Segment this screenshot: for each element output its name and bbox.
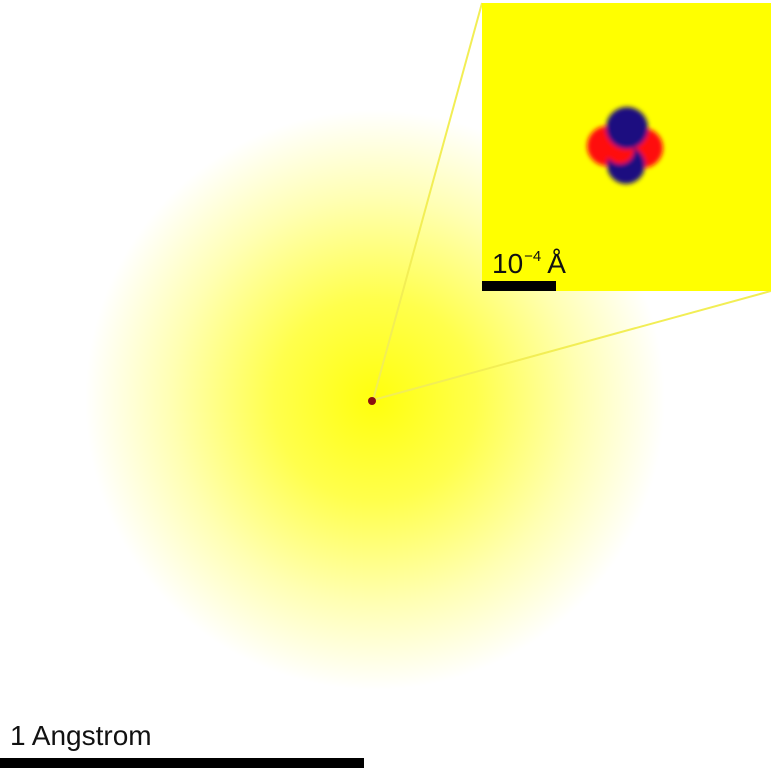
zoom-line-top [372,2,483,401]
neutron [606,107,648,149]
zoom-line-bottom [372,290,771,401]
inset-scale-base: 10 [492,248,524,279]
magnified-nucleus [587,107,663,184]
inset-scale-label: 10−4 Å [492,249,566,278]
main-scale-label: 1 Angstrom [10,720,152,751]
inset-scale-exponent: −4 [524,248,542,265]
inset-scale-unit: Å [547,248,566,279]
nucleus-dot [368,397,376,405]
main-scale-bar [0,758,364,768]
inset-scale-bar [482,281,556,291]
